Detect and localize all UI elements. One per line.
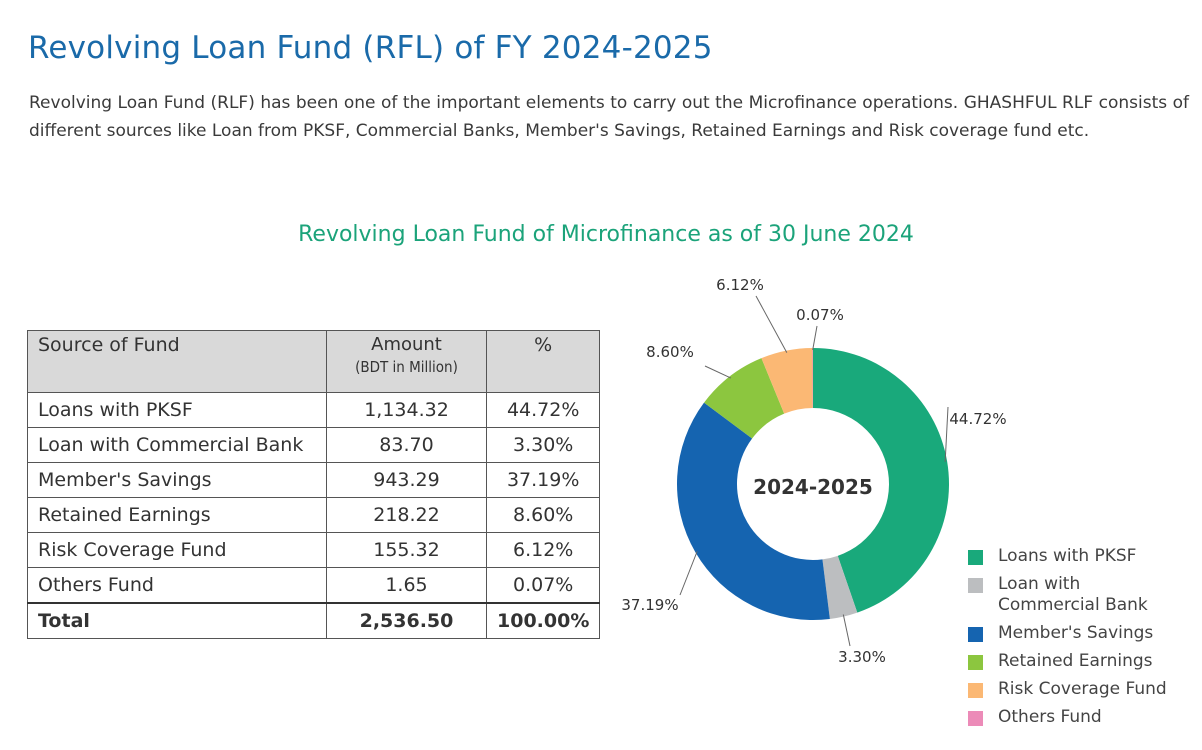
header-amount-unit: (BDT in Million) (355, 358, 458, 376)
intro-paragraph: Revolving Loan Fund (RLF) has been one o… (29, 93, 1189, 141)
chart-legend: Loans with PKSF Loan with Commercial Ban… (968, 546, 1168, 735)
donut-center-label: 2024-2025 (753, 475, 873, 499)
legend-item: Others Fund (968, 707, 1168, 728)
header-percent: % (485, 330, 601, 393)
row-percent: 0.07% (485, 567, 601, 604)
row-amount: 943.29 (326, 462, 487, 498)
total-amount: 2,536.50 (326, 602, 487, 639)
leader-line (679, 551, 698, 596)
donut-slice (677, 402, 830, 620)
row-percent: 44.72% (485, 392, 601, 428)
header-amount: Amount (BDT in Million) (326, 330, 487, 393)
table-row: Loans with PKSF 1,134.32 44.72% (27, 392, 601, 428)
total-percent: 100.00% (485, 602, 601, 639)
legend-label: Member's Savings (998, 623, 1154, 643)
slice-label: 6.12% (716, 276, 764, 294)
row-amount: 83.70 (326, 427, 487, 463)
section-title: Revolving Loan Fund of Microfinance as o… (298, 222, 914, 247)
row-percent: 8.60% (485, 497, 601, 533)
row-source: Retained Earnings (27, 497, 327, 533)
row-source: Member's Savings (27, 462, 327, 498)
leader-line (755, 295, 788, 353)
legend-label: Retained Earnings (998, 651, 1153, 671)
fund-table: Source of Fund Amount (BDT in Million) %… (27, 330, 601, 639)
legend-swatch (968, 578, 983, 593)
page-title: Revolving Loan Fund (RFL) of FY 2024-202… (28, 30, 713, 66)
slice-label: 0.07% (796, 306, 844, 324)
donut-slice (812, 348, 813, 409)
legend-label: Risk Coverage Fund (998, 679, 1167, 699)
header-amount-label: Amount (371, 334, 442, 355)
legend-item: Member's Savings (968, 623, 1168, 644)
legend-swatch (968, 711, 983, 726)
donut-slice (761, 348, 813, 414)
donut-slice (822, 555, 858, 619)
row-amount: 218.22 (326, 497, 487, 533)
legend-label: Others Fund (998, 707, 1102, 727)
table-row: Member's Savings 943.29 37.19% (27, 462, 601, 498)
legend-label: Loan with Commercial Bank (998, 574, 1148, 615)
table-total-row: Total 2,536.50 100.00% (27, 602, 601, 639)
donut-slice (704, 358, 785, 439)
legend-swatch (968, 683, 983, 698)
row-source: Loans with PKSF (27, 392, 327, 428)
row-amount: 1,134.32 (326, 392, 487, 428)
legend-item: Loans with PKSF (968, 546, 1168, 567)
legend-swatch (968, 627, 983, 642)
legend-item: Loan with Commercial Bank (968, 574, 1168, 616)
donut-chart: 44.72% 3.30% 37.19% 8.60% 6.12% 0.07% 2024-20… (621, 276, 1006, 666)
legend-swatch (968, 550, 983, 565)
row-amount: 1.65 (326, 567, 487, 604)
leader-line (812, 325, 818, 351)
row-percent: 37.19% (485, 462, 601, 498)
table-row: Retained Earnings 218.22 8.60% (27, 497, 601, 533)
slice-labels: 44.72% 3.30% 37.19% 8.60% 6.12% 0.07% (621, 276, 1006, 666)
table-header-row: Source of Fund Amount (BDT in Million) % (27, 330, 601, 393)
slice-label: 37.19% (621, 596, 678, 614)
total-label: Total (27, 602, 327, 639)
table-row: Risk Coverage Fund 155.32 6.12% (27, 532, 601, 568)
leader-line (842, 614, 851, 647)
row-source: Others Fund (27, 567, 327, 604)
donut-slice (813, 348, 949, 613)
row-source: Risk Coverage Fund (27, 532, 327, 568)
leader-line (944, 406, 949, 462)
slice-label: 3.30% (838, 648, 886, 666)
legend-item: Retained Earnings (968, 651, 1168, 672)
legend-swatch (968, 655, 983, 670)
legend-label: Loans with PKSF (998, 546, 1137, 566)
label-leader-lines (679, 295, 949, 647)
table-row: Loan with Commercial Bank 83.70 3.30% (27, 427, 601, 463)
legend-item: Risk Coverage Fund (968, 679, 1168, 700)
row-source: Loan with Commercial Bank (27, 427, 327, 463)
table-row: Others Fund 1.65 0.07% (27, 567, 601, 604)
leader-line (704, 365, 732, 379)
row-percent: 3.30% (485, 427, 601, 463)
row-amount: 155.32 (326, 532, 487, 568)
header-source: Source of Fund (27, 330, 327, 393)
row-percent: 6.12% (485, 532, 601, 568)
slice-label: 44.72% (949, 410, 1006, 428)
donut-slices (677, 348, 949, 620)
slice-label: 8.60% (646, 343, 694, 361)
